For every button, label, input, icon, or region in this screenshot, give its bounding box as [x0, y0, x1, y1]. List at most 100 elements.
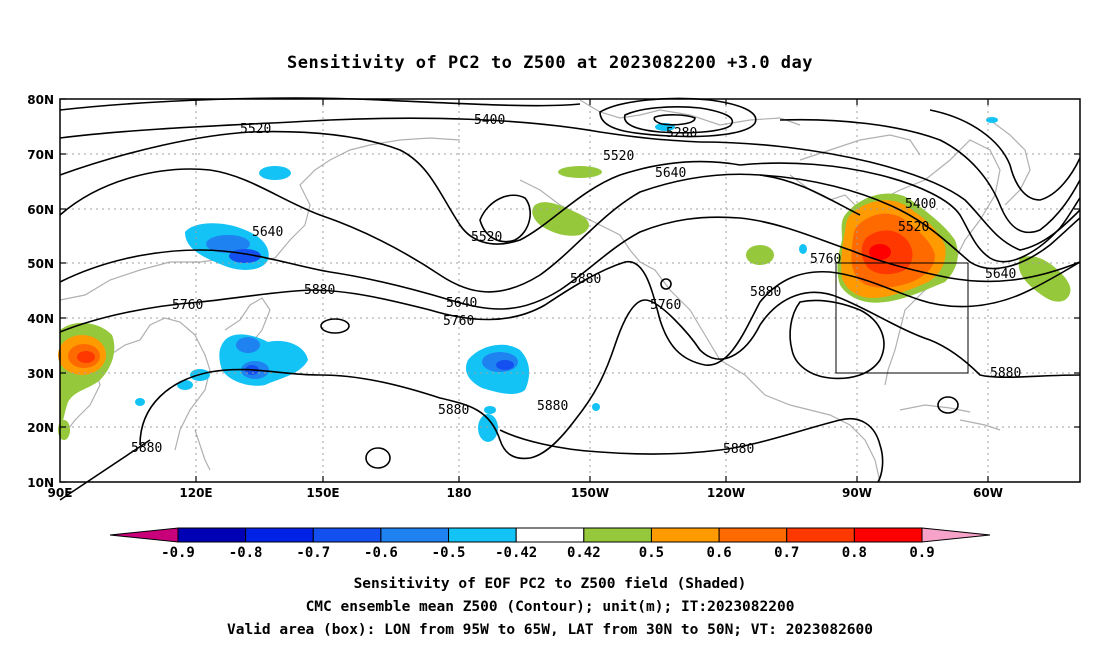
contour-label: 5640 [985, 267, 1016, 282]
positive-sensitivity-region [58, 420, 70, 440]
colorbar-segment [380, 527, 450, 543]
lon-label: 90W [842, 486, 872, 500]
contour-label: 5880 [131, 441, 162, 456]
contour-line [59, 216, 1081, 310]
contour-line [499, 418, 884, 483]
colorbar-extension-high [921, 527, 991, 543]
colorbar-segment [177, 527, 247, 543]
negative-sensitivity-region [484, 406, 496, 414]
map-panel: 5520 5400 5280 5520 5640 5400 5520 5640 … [27, 93, 1081, 501]
contour-label: 5400 [905, 197, 936, 212]
positive-sensitivity-peak [869, 244, 891, 260]
figure-title: Sensitivity of PC2 to Z500 at 2023082200… [287, 53, 813, 73]
map-background [60, 99, 1080, 482]
negative-sensitivity-core [236, 337, 260, 353]
colorbar-tick-label: -0.42 [495, 545, 537, 561]
lon-label: 60W [973, 486, 1003, 500]
longitude-labels: 90E 120E 150E 180 150W 120W 90W 60W [48, 486, 1003, 500]
contour-line [623, 106, 734, 134]
positive-sensitivity-region [746, 245, 774, 265]
colorbar-extension-low [109, 527, 179, 543]
contour-label: 5520 [471, 230, 502, 245]
contour-label: 5880 [304, 283, 335, 298]
map-frame [59, 98, 1081, 483]
valid-area-box [835, 262, 969, 374]
contour-line [937, 396, 959, 414]
lon-label: 120E [179, 486, 212, 500]
colorbar-tick-label: 0.6 [706, 545, 731, 561]
colorbar-segment [583, 527, 652, 543]
contour-line [660, 278, 672, 290]
contour-label: 5880 [537, 399, 568, 414]
contour-line [139, 291, 1081, 460]
lat-label: 20N [27, 421, 54, 435]
colorbar-segments [109, 527, 991, 543]
contour-label: 5760 [172, 298, 203, 313]
lon-label: 180 [446, 486, 471, 500]
contour-line [59, 168, 861, 293]
caption-line-3: Valid area (box): LON from 95W to 65W, L… [227, 622, 873, 638]
contour-line [653, 114, 696, 126]
contour-label: 5880 [570, 272, 601, 287]
colorbar-tick-label: 0.9 [909, 545, 934, 561]
contour-line [699, 141, 1081, 251]
caption: Sensitivity of EOF PC2 to Z500 field (Sh… [227, 576, 873, 638]
colorbar-tick-label: 0.5 [639, 545, 664, 561]
negative-sensitivity-region [799, 244, 807, 254]
contour-label: 5640 [446, 296, 477, 311]
contour-label: 5280 [666, 126, 697, 141]
negative-sensitivity-core [496, 360, 514, 370]
contour-line [789, 299, 885, 380]
contour-line [320, 318, 350, 334]
contour-line [59, 117, 701, 143]
colorbar-tick-label: -0.8 [229, 545, 263, 561]
colorbar-labels: -0.9 -0.8 -0.7 -0.6 -0.5 -0.42 0.42 0.5 0.6 0.7 0.… [161, 545, 935, 561]
contour-label: 5880 [723, 442, 754, 457]
caption-line-2: CMC ensemble mean Z500 (Contour); unit(m… [306, 599, 795, 615]
colorbar-tick-label: -0.6 [364, 545, 398, 561]
lon-label: 150W [571, 486, 609, 500]
lat-label: 80N [27, 93, 54, 107]
lat-label: 40N [27, 312, 54, 326]
negative-sensitivity-region [478, 414, 498, 442]
colorbar: -0.9 -0.8 -0.7 -0.6 -0.5 -0.42 0.42 0.5 0.6 0.7 0.… [109, 527, 991, 561]
contour-line [479, 194, 531, 243]
colorbar-segment [448, 527, 517, 543]
colorbar-tick-label: 0.7 [774, 545, 799, 561]
colorbar-segment [786, 527, 855, 543]
contour-label: 5520 [898, 220, 929, 235]
contour-line [929, 109, 1081, 201]
colorbar-tick-label: 0.8 [842, 545, 867, 561]
lon-label: 90E [48, 486, 73, 500]
contour-line [365, 447, 391, 469]
contour-label: 5760 [443, 314, 474, 329]
lat-label: 30N [27, 367, 54, 381]
colorbar-segment [245, 527, 314, 543]
colorbar-segment [853, 527, 923, 543]
contour-label: 5520 [240, 122, 271, 137]
positive-sensitivity-core [77, 351, 95, 363]
negative-sensitivity-core [206, 235, 250, 253]
lon-label: 120W [707, 486, 745, 500]
lat-label: 50N [27, 257, 54, 271]
lat-label: 60N [27, 203, 54, 217]
lon-label: 150E [306, 486, 339, 500]
contour-line [59, 439, 151, 501]
positive-sensitivity-region [558, 166, 602, 178]
contour-label: 5880 [750, 285, 781, 300]
contour-label: 5760 [650, 298, 681, 313]
colorbar-segment [515, 527, 585, 543]
axis-ticks [60, 98, 1080, 483]
contour-label: 5520 [603, 149, 634, 164]
contour-label: 5640 [252, 225, 283, 240]
colorbar-segment [312, 527, 382, 543]
colorbar-segment [718, 527, 788, 543]
negative-sensitivity-region [135, 398, 145, 406]
latitude-labels: 80N 70N 60N 50N 40N 30N 20N 10N [27, 93, 54, 490]
caption-line-1: Sensitivity of EOF PC2 to Z500 field (Sh… [354, 576, 747, 592]
contour-line [759, 174, 1081, 270]
positive-sensitivity-region [532, 202, 590, 236]
contour-label: 5640 [655, 166, 686, 181]
colorbar-tick-label: -0.9 [161, 545, 195, 561]
